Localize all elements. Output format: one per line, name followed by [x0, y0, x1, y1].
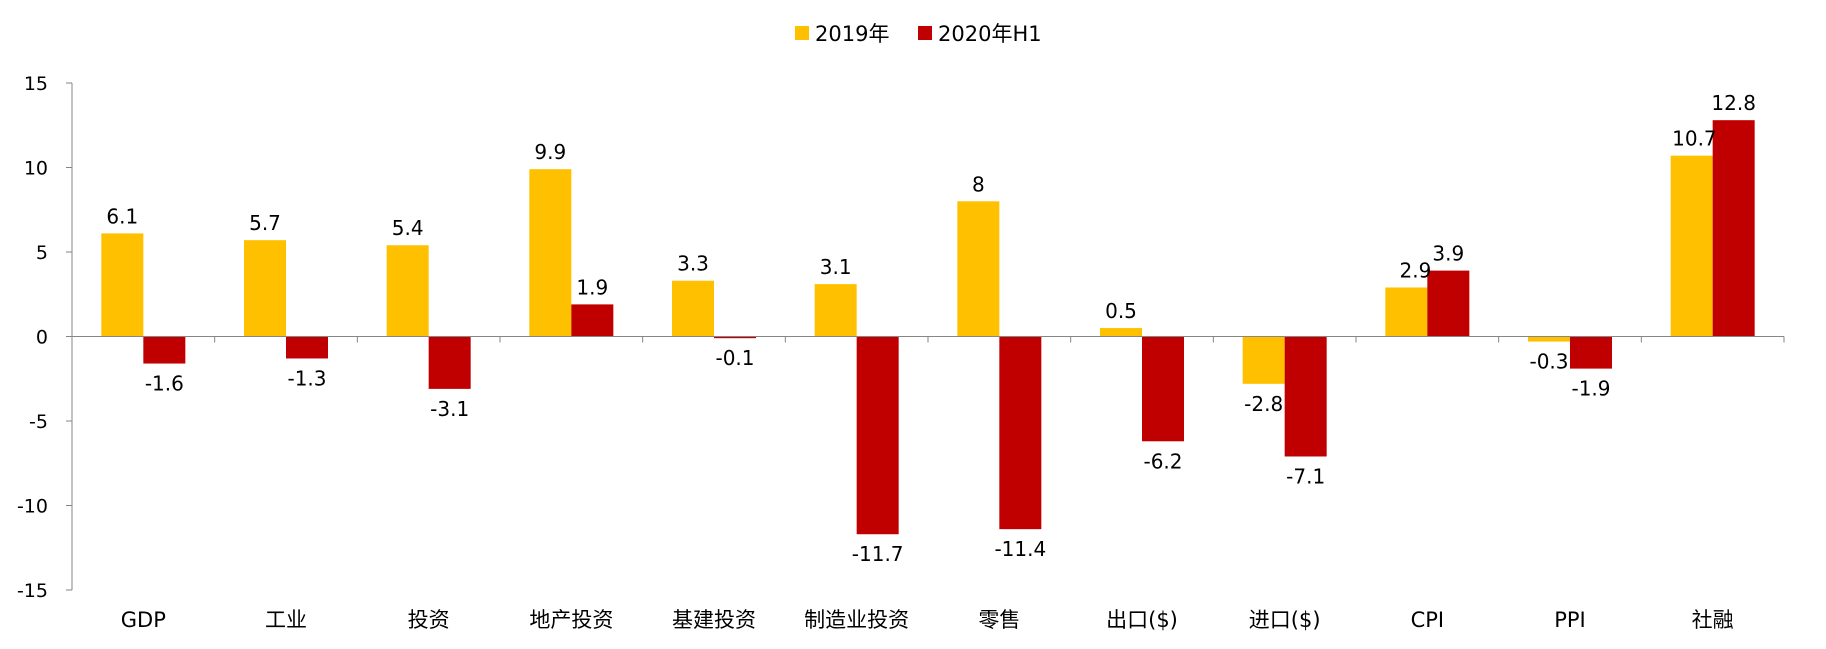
bar-s0-0 [101, 233, 144, 337]
y-tick-label-3: 0 [36, 327, 48, 349]
bar-s0-1 [244, 240, 286, 337]
legend-label-0: 2019年 [815, 22, 889, 46]
bar-s0-9 [1385, 287, 1428, 337]
bar-s1-0 [143, 336, 186, 364]
bar-s0-6 [957, 201, 1000, 337]
data-label-s0-9: 2.9 [1400, 258, 1432, 282]
bar-s1-2 [428, 336, 471, 389]
category-label-0: GDP [121, 608, 166, 632]
data-label-s1-9: 3.9 [1432, 242, 1464, 266]
bar-s1-7 [1142, 336, 1184, 442]
category-label-2: 投资 [408, 608, 450, 632]
bar-s1-6 [999, 336, 1042, 530]
data-label-s0-3: 9.9 [534, 140, 566, 164]
category-label-7: 出口($) [1106, 608, 1178, 632]
data-label-s0-0: 6.1 [106, 204, 138, 228]
category-label-3: 地产投资 [529, 608, 613, 632]
bar-s1-8 [1284, 336, 1327, 457]
data-label-s1-7: -6.2 [1143, 449, 1182, 473]
y-axis: 15 10 5 0 -5 -10 -15 [17, 73, 73, 602]
category-label-4: 基建投资 [672, 608, 756, 632]
legend: 2019年 2020年H1 [795, 22, 1042, 46]
y-tick-label-0: 15 [24, 73, 48, 95]
bar-s1-4 [714, 336, 756, 339]
data-label-s0-11: 10.7 [1672, 127, 1717, 151]
data-label-s0-4: 3.3 [677, 252, 709, 276]
data-label-s1-6: -11.4 [994, 537, 1046, 561]
data-label-s0-1: 5.7 [249, 211, 281, 235]
data-label-s1-0: -1.6 [145, 372, 184, 396]
data-labels: 6.1 -1.6 5.7 -1.3 5.4 -3.1 9.9 1.9 3.3 -0.1 3.1 -11… [106, 91, 1756, 566]
data-label-s1-1: -1.3 [287, 366, 326, 390]
data-label-s0-5: 3.1 [820, 255, 852, 279]
data-label-s1-2: -3.1 [430, 397, 469, 421]
bar-s1-3 [571, 304, 614, 337]
bar-s0-10 [1528, 336, 1570, 342]
y-tick-label-1: 10 [24, 158, 48, 180]
bar-s0-5 [814, 284, 857, 337]
data-label-s1-8: -7.1 [1286, 464, 1325, 488]
bar-s0-11 [1670, 155, 1713, 337]
bar-s1-9 [1427, 270, 1470, 337]
bar-s1-5 [856, 336, 899, 535]
category-label-10: PPI [1554, 608, 1586, 632]
bars [101, 120, 1755, 535]
bar-s0-8 [1242, 336, 1285, 384]
bar-s1-10 [1570, 336, 1612, 369]
data-label-s1-3: 1.9 [576, 275, 608, 299]
bar-s1-11 [1712, 120, 1755, 337]
data-label-s0-2: 5.4 [392, 216, 424, 240]
data-label-s1-5: -11.7 [852, 542, 904, 566]
bar-s0-2 [386, 245, 429, 337]
data-label-s0-10: -0.3 [1529, 350, 1568, 374]
category-label-1: 工业 [265, 608, 307, 632]
data-label-s1-11: 12.8 [1711, 91, 1756, 115]
bar-s0-7 [1100, 328, 1142, 337]
y-tick-label-5: -10 [17, 496, 48, 518]
data-label-s0-6: 8 [972, 172, 985, 196]
data-label-s0-8: -2.8 [1244, 392, 1283, 416]
data-label-s0-7: 0.5 [1105, 299, 1137, 323]
y-tick-label-4: -5 [29, 411, 48, 433]
x-axis: GDP 工业 投资 地产投资 基建投资 制造业投资 零售 出口($) 进口($) CPI PPI 社融 [71, 336, 1785, 632]
category-label-6: 零售 [978, 608, 1020, 632]
y-tick-label-6: -15 [17, 580, 48, 602]
category-label-11: 社融 [1692, 608, 1734, 632]
data-label-s1-4: -0.1 [715, 346, 754, 370]
bar-s1-1 [286, 336, 328, 359]
legend-label-1: 2020年H1 [938, 22, 1042, 46]
category-label-5: 制造业投资 [804, 608, 909, 632]
bar-s0-3 [529, 169, 572, 337]
legend-swatch-1 [918, 26, 932, 40]
category-label-9: CPI [1411, 608, 1445, 632]
data-label-s1-10: -1.9 [1571, 377, 1610, 401]
category-label-8: 进口($) [1249, 608, 1321, 632]
legend-swatch-0 [795, 26, 809, 40]
bar-s0-4 [672, 280, 714, 337]
y-tick-label-2: 5 [36, 242, 48, 264]
